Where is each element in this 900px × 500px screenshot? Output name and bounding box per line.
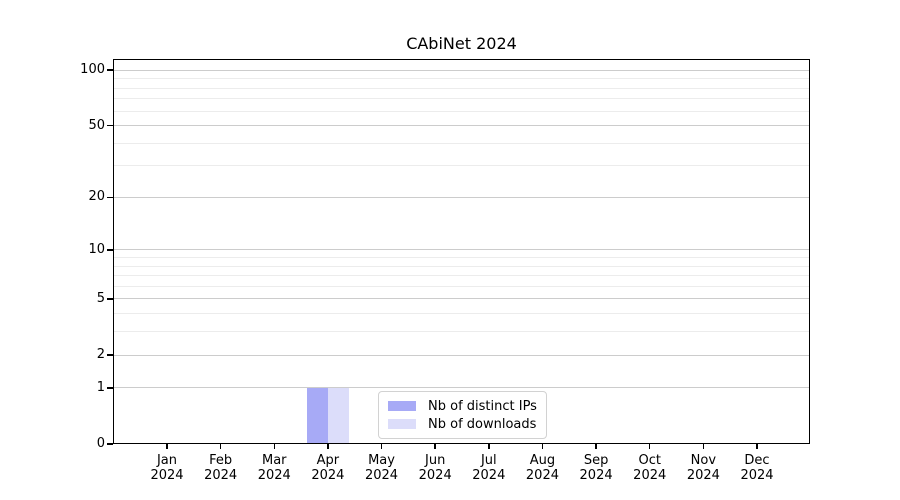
x-tick-mark: [702, 444, 705, 449]
x-tick-label: Jul 2024: [472, 453, 506, 483]
y-tick-label: 1: [96, 379, 105, 395]
legend-swatch: [388, 401, 416, 411]
legend-label: Nb of downloads: [428, 416, 537, 432]
x-tick-label: Jun 2024: [418, 453, 452, 483]
major-gridline: [113, 125, 810, 127]
x-tick-mark: [219, 444, 222, 449]
x-tick-mark: [166, 444, 168, 449]
minor-gridline: [113, 313, 810, 315]
minor-gridline: [113, 265, 810, 267]
x-tick-mark: [648, 444, 651, 449]
minor-gridline: [113, 98, 810, 100]
y-tick-mark: [107, 443, 113, 445]
x-tick-label: Sep 2024: [579, 453, 613, 483]
minor-gridline: [113, 110, 810, 112]
y-tick-label: 100: [80, 62, 105, 78]
x-tick-mark: [595, 444, 597, 449]
minor-gridline: [113, 257, 810, 258]
x-tick-label: Jan 2024: [150, 453, 184, 483]
axes-frame: [113, 59, 810, 444]
minor-gridline: [113, 142, 810, 144]
x-tick-label: Oct 2024: [633, 453, 667, 483]
y-tick-mark: [107, 124, 113, 127]
y-tick-label: 10: [88, 241, 105, 257]
chart-title: CAbiNet 2024: [406, 34, 517, 53]
x-tick-mark: [756, 444, 758, 449]
x-tick-label: Nov 2024: [686, 453, 720, 483]
x-tick-mark: [273, 444, 276, 449]
bar: [327, 387, 349, 444]
x-tick-mark: [488, 444, 490, 449]
legend-swatch: [388, 419, 416, 429]
x-tick-label: Feb 2024: [204, 453, 238, 483]
y-tick-mark: [107, 354, 113, 356]
y-tick-label: 5: [96, 290, 105, 306]
y-tick-mark: [107, 69, 113, 71]
y-tick-label: 50: [88, 117, 105, 133]
y-tick-mark: [107, 387, 113, 389]
minor-gridline: [113, 275, 810, 277]
x-tick-mark: [380, 444, 383, 449]
x-tick-mark: [327, 444, 329, 449]
legend: Nb of distinct IPs Nb of downloads: [378, 391, 547, 439]
y-tick-label: 0: [96, 436, 105, 451]
major-gridline: [113, 69, 810, 71]
y-tick-mark: [107, 196, 113, 199]
major-gridline: [113, 354, 810, 356]
legend-entry: Nb of distinct IPs: [388, 397, 537, 415]
minor-gridline: [113, 87, 810, 89]
x-tick-mark: [434, 444, 436, 449]
legend-label: Nb of distinct IPs: [428, 398, 537, 414]
plot-area: 0 1 2 5 10 20 50 100 Jan 2024 Feb 2024 Mar 2024 Ap…: [80, 59, 810, 483]
y-tick-mark: [107, 298, 113, 300]
major-gridline: [113, 387, 810, 389]
major-gridline: [113, 249, 810, 251]
minor-gridline: [113, 331, 810, 333]
minor-gridline: [113, 78, 810, 80]
x-tick-label: Apr 2024: [311, 453, 345, 483]
minor-gridline: [113, 165, 810, 167]
legend-entry: Nb of downloads: [388, 415, 537, 433]
x-tick-label: Dec 2024: [740, 453, 774, 483]
minor-gridline: [113, 285, 810, 287]
x-tick-label: Aug 2024: [525, 453, 559, 483]
x-tick-mark: [541, 444, 544, 449]
y-tick-label: 2: [96, 347, 105, 363]
x-tick-label: Mar 2024: [257, 453, 291, 483]
x-tick-label: May 2024: [364, 453, 399, 483]
major-gridline: [113, 298, 810, 300]
y-tick-label: 20: [88, 189, 105, 205]
bar: [306, 387, 328, 444]
major-gridline: [113, 196, 810, 198]
y-tick-mark: [107, 249, 113, 251]
